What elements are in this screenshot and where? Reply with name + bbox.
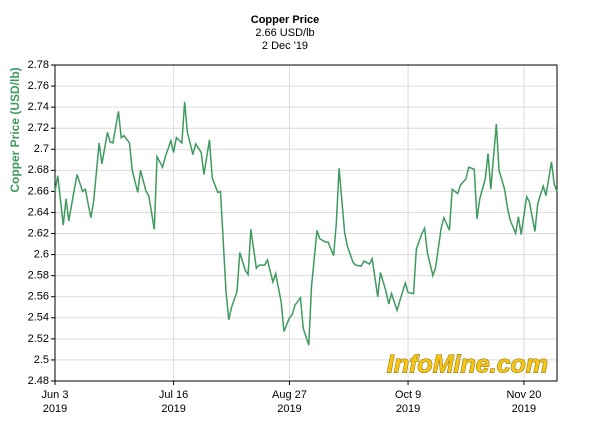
chart-subtitle: 2.66 USD/lb [255,27,314,39]
watermark: InfoMine.com [387,351,548,379]
y-axis-label: Copper Price (USD/lb) [8,67,22,192]
chart-title: Copper Price [251,14,319,26]
y-tick-label: 2.6 [34,249,49,261]
y-tick-label: 2.64 [28,206,49,218]
y-tick-label: 2.78 [28,59,49,71]
price-line [54,101,558,346]
y-tick-label: 2.68 [28,164,49,176]
x-tick-label: Nov 20 2019 [506,389,541,415]
y-tick-label: 2.5 [34,354,49,366]
y-tick-label: 2.48 [28,375,49,387]
y-tick-label: 2.72 [28,122,49,134]
plot-border [54,64,558,382]
y-tick-label: 2.56 [28,291,49,303]
x-tick-label: Aug 27 2019 [272,389,307,415]
y-tick-label: 2.76 [28,80,49,92]
x-tick-label: Jun 3 2019 [42,389,69,415]
y-tick-label: 2.54 [28,312,49,324]
chart-date: 2 Dec '19 [262,40,308,52]
y-tick-label: 2.74 [28,101,49,113]
x-tick-label: Oct 9 2019 [395,389,421,415]
y-tick-label: 2.52 [28,333,49,345]
y-tick-label: 2.7 [34,143,49,155]
y-tick-label: 2.58 [28,270,49,282]
x-tick-label: Jul 16 2019 [159,389,188,415]
y-tick-label: 2.66 [28,185,49,197]
y-tick-label: 2.62 [28,227,49,239]
